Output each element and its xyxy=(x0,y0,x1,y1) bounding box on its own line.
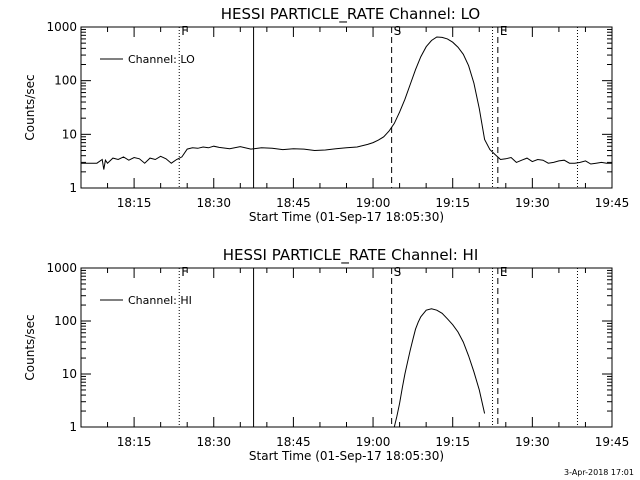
chart-1-legend-label: Channel: LO xyxy=(128,53,195,66)
chart-1-marker-S: S xyxy=(394,24,402,38)
chart-2-xtick-label: 18:15 xyxy=(117,435,152,449)
chart-2-marker-S: S xyxy=(394,265,402,279)
chart-2-title: HESSI PARTICLE_RATE Channel: HI xyxy=(223,246,479,265)
chart-1-xtick-label: 19:15 xyxy=(435,196,470,210)
chart-1: HESSI PARTICLE_RATE Channel: LO 1 10 100 100… xyxy=(23,5,629,224)
chart-2-frame xyxy=(80,267,613,428)
chart-1-ylabel: Counts/sec xyxy=(23,74,37,140)
chart-2-xtick-label: 19:45 xyxy=(595,435,630,449)
chart-1-marker-F: F xyxy=(181,24,188,38)
chart-1-xtick-label: 18:15 xyxy=(117,196,152,210)
chart-2-ytick-label: 1 xyxy=(69,420,77,434)
chart-2-xtick-label: 18:30 xyxy=(196,435,231,449)
chart-2-legend-label: Channel: HI xyxy=(128,294,192,307)
chart-2-marker-E: E xyxy=(500,265,508,279)
chart-2-xtick-label: 19:00 xyxy=(356,435,391,449)
chart-2-ytick-label: 1000 xyxy=(46,261,77,275)
chart-2-ytick-label: 100 xyxy=(54,314,77,328)
chart-1-series-line xyxy=(81,36,612,170)
chart-2-xtick-label: 19:15 xyxy=(435,435,470,449)
chart-2-xlabel: Start Time (01-Sep-17 18:05:30) xyxy=(249,449,444,463)
chart-2-ylabel: Counts/sec xyxy=(23,314,37,380)
chart-1-ytick-label: 1 xyxy=(69,181,77,195)
chart-1-ytick-label: 10 xyxy=(62,127,77,141)
chart-1-frame xyxy=(80,26,613,189)
chart-1-title: HESSI PARTICLE_RATE Channel: LO xyxy=(221,5,480,24)
chart-1-ytick-label: 1000 xyxy=(46,20,77,34)
chart-2-ytick-label: 10 xyxy=(62,367,77,381)
timestamp-footer: 3-Apr-2018 17:01 xyxy=(564,468,634,477)
chart-1-ytick-label: 100 xyxy=(54,74,77,88)
chart-1-xtick-label: 19:45 xyxy=(595,196,630,210)
chart-2: HESSI PARTICLE_RATE Channel: HI 1 10 100 100… xyxy=(23,246,629,463)
chart-1-marker-E: E xyxy=(500,24,508,38)
chart-1-xlabel: Start Time (01-Sep-17 18:05:30) xyxy=(249,210,444,224)
chart-2-xtick-label: 18:45 xyxy=(276,435,311,449)
chart-1-xtick-label: 19:30 xyxy=(515,196,550,210)
chart-1-xtick-label: 18:45 xyxy=(276,196,311,210)
chart-1-xtick-label: 19:00 xyxy=(356,196,391,210)
chart-2-marker-F: F xyxy=(181,265,188,279)
chart-2-series-line xyxy=(393,308,486,427)
chart-2-xtick-label: 19:30 xyxy=(515,435,550,449)
chart-1-xtick-label: 18:30 xyxy=(196,196,231,210)
